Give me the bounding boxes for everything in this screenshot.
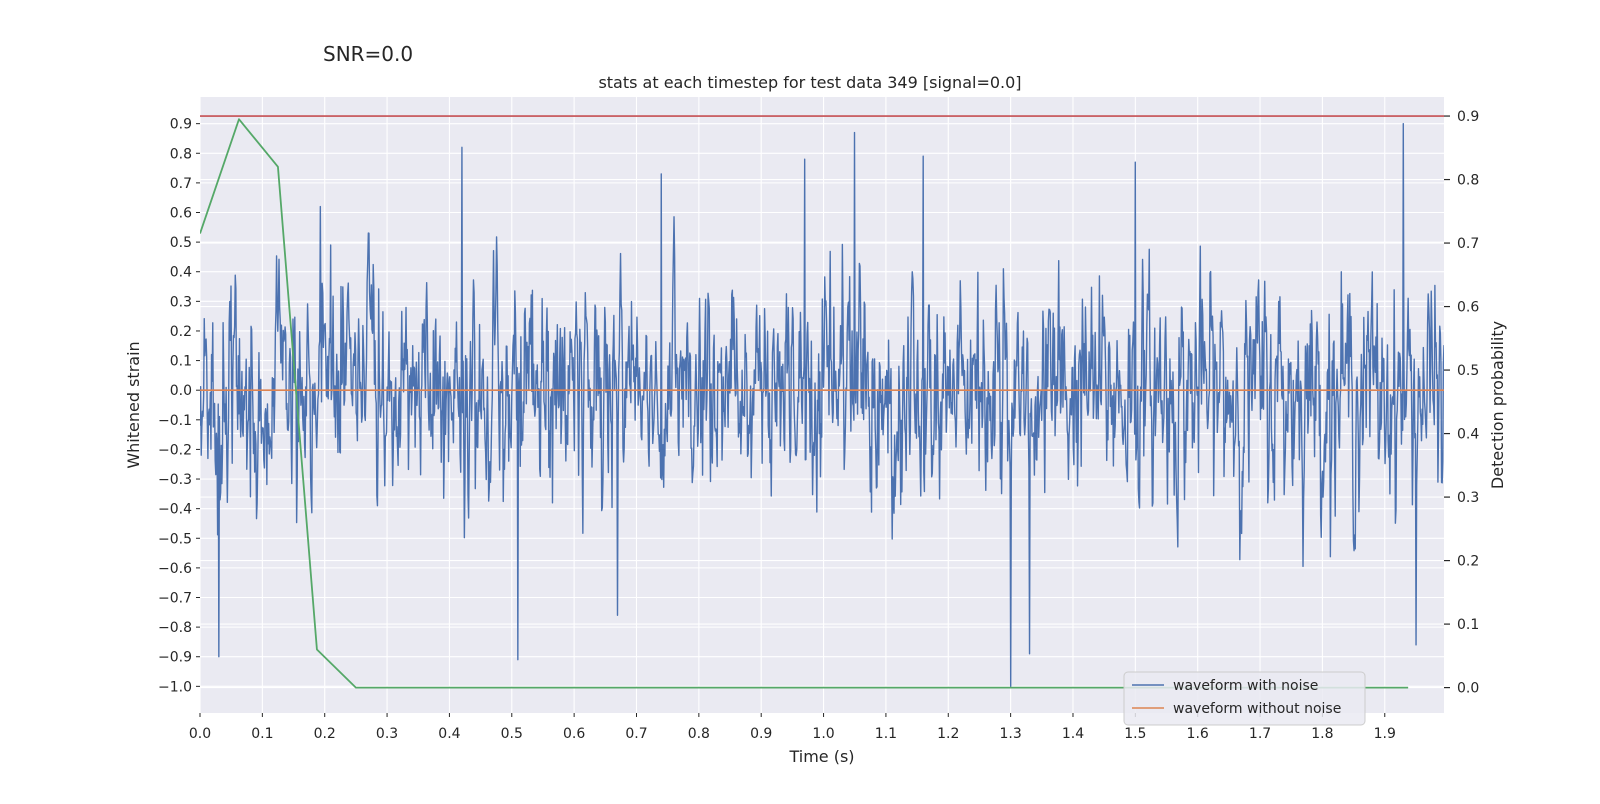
- y-tick-label: −0.3: [158, 472, 192, 488]
- x-tick-label: 0.7: [625, 726, 647, 742]
- y-tick-label: 0.0: [170, 383, 192, 399]
- y-tick-label: 0.2: [170, 324, 192, 340]
- y-tick-label: −0.9: [158, 650, 192, 666]
- y-tick-label: 0.8: [170, 146, 192, 162]
- y-tick-label: −0.6: [158, 561, 192, 577]
- y2-tick-label: 0.5: [1457, 363, 1479, 379]
- y-tick-label: 0.6: [170, 206, 192, 222]
- y2-tick-label: 0.4: [1457, 427, 1479, 443]
- x-tick-label: 1.7: [1249, 726, 1271, 742]
- y2-tick-label: 0.7: [1457, 236, 1479, 252]
- x-tick-label: 0.6: [563, 726, 585, 742]
- y-tick-label: −0.7: [158, 591, 192, 607]
- x-tick-label: 1.1: [875, 726, 897, 742]
- y2-axis-label: Detection probability: [1488, 321, 1507, 489]
- x-tick-label: 0.0: [189, 726, 211, 742]
- x-tick-label: 1.5: [1124, 726, 1146, 742]
- series-detection-probability: [200, 118, 1409, 689]
- y2-tick-label: 0.9: [1457, 109, 1479, 125]
- y2-tick-label: 0.3: [1457, 490, 1479, 506]
- x-tick-label: 1.6: [1187, 726, 1209, 742]
- x-tick-label: 1.3: [999, 726, 1021, 742]
- x-tick-label: 1.2: [937, 726, 959, 742]
- x-tick-label: 0.4: [438, 726, 460, 742]
- x-tick-label: 0.3: [376, 726, 398, 742]
- y-tick-labels: 0.9 0.8 0.7 0.6 0.5 0.4 0.3 0.2 0.1 0.0 −0.1 −0.2 −0…: [158, 117, 200, 695]
- y-tick-label: 0.7: [170, 176, 192, 192]
- y-tick-label: −0.8: [158, 620, 192, 636]
- y-tick-label: −0.4: [158, 502, 192, 518]
- y2-tick-label: 0.6: [1457, 300, 1479, 316]
- y2-tick-labels: 0.9 0.8 0.7 0.6 0.5 0.4 0.3 0.2 0.1 0.0: [1444, 109, 1479, 697]
- y-tick-label: −1.0: [158, 679, 192, 695]
- series-layer: [200, 115, 1444, 689]
- x-tick-label: 0.8: [688, 726, 710, 742]
- legend-box: [1123, 671, 1366, 726]
- y-tick-label: 0.4: [170, 265, 192, 281]
- x-tick-label: 1.0: [812, 726, 834, 742]
- legend: waveform with noise waveform without noi…: [1123, 671, 1366, 726]
- x-tick-label: 1.9: [1374, 726, 1396, 742]
- y2-tick-label: 0.1: [1457, 617, 1479, 633]
- chart-title: stats at each timestep for test data 349…: [598, 73, 1021, 92]
- legend-label-noise: waveform with noise: [1173, 678, 1318, 694]
- x-tick-label: 1.8: [1311, 726, 1333, 742]
- x-tick-labels: 0.0 0.1 0.2 0.3 0.4 0.5 0.6 0.7 0.8 0.9 1.0 1.1 1.2 1…: [189, 713, 1396, 742]
- y-tick-label: −0.5: [158, 531, 192, 547]
- y-tick-label: 0.3: [170, 294, 192, 310]
- x-tick-label: 0.1: [251, 726, 273, 742]
- y-tick-label: 0.9: [170, 117, 192, 133]
- y-tick-label: −0.1: [158, 413, 192, 429]
- y2-tick-label: 0.0: [1457, 681, 1479, 697]
- series-waveform-with-noise: [200, 122, 1444, 688]
- x-tick-label: 0.2: [314, 726, 336, 742]
- x-tick-label: 0.9: [750, 726, 772, 742]
- y-tick-label: 0.5: [170, 235, 192, 251]
- figure-suptitle: SNR=0.0: [323, 42, 413, 66]
- y2-tick-label: 0.8: [1457, 173, 1479, 189]
- x-tick-label: 1.4: [1062, 726, 1084, 742]
- x-tick-label: 0.5: [501, 726, 523, 742]
- x-axis-label: Time (s): [788, 747, 854, 766]
- y-tick-label: 0.1: [170, 354, 192, 370]
- y-axis-label: Whitened strain: [124, 341, 143, 468]
- y2-tick-label: 0.2: [1457, 554, 1479, 570]
- y-tick-label: −0.2: [158, 442, 192, 458]
- legend-label-clean: waveform without noise: [1173, 701, 1341, 717]
